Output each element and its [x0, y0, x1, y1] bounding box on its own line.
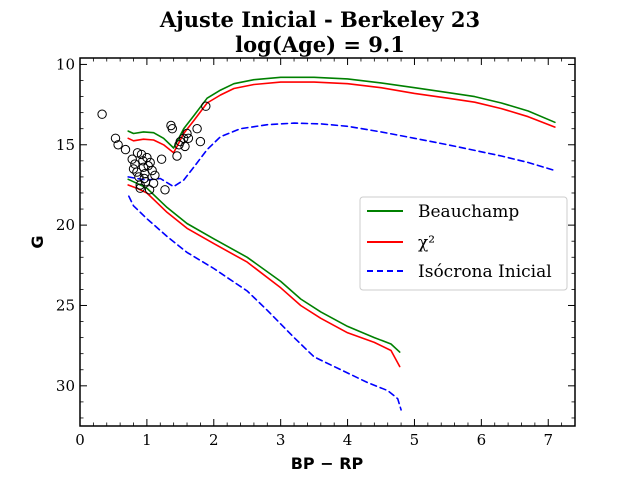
- legend: Beauchamp χ² Isócrona Inicial: [359, 196, 568, 291]
- star-point: [127, 154, 137, 164]
- x-tick-label: 3: [276, 431, 286, 449]
- star-point: [167, 124, 178, 134]
- y-tick-label: 20: [56, 216, 75, 234]
- x-tick-label: 1: [142, 431, 152, 449]
- x-tick-label: 4: [343, 431, 353, 449]
- y-tick-label: 10: [56, 55, 75, 73]
- plot-frame: [79, 57, 576, 427]
- star-point: [183, 133, 194, 144]
- y-tick-label: 25: [56, 296, 75, 314]
- plot-area: [97, 76, 556, 411]
- legend-label-beauchamp: Beauchamp: [418, 202, 519, 222]
- star-point: [136, 149, 147, 160]
- series-line-isocrona-inicial-upper: [127, 122, 556, 188]
- star-point: [132, 148, 143, 158]
- star-point: [160, 185, 170, 195]
- star-point: [192, 124, 202, 134]
- star-point: [135, 183, 145, 193]
- star-point: [175, 136, 186, 147]
- star-point: [120, 144, 131, 155]
- x-tick-label: 7: [543, 431, 553, 449]
- star-point: [113, 140, 123, 150]
- star-point: [130, 159, 140, 169]
- star-point: [139, 173, 149, 184]
- series-line-chi2-upper: [127, 81, 556, 154]
- series-line-beauchamp-upper: [127, 76, 556, 149]
- star-point: [97, 109, 107, 119]
- legend-label-chi2: χ²: [418, 233, 435, 253]
- y-tick-label: 15: [56, 136, 75, 154]
- chart-subtitle: log(Age) = 9.1: [235, 32, 405, 57]
- axis-ticks: 0 1 2 3 4 5 6 7 10 15 20 25 30: [56, 55, 576, 449]
- star-point: [128, 164, 139, 174]
- legend-label-isocrona: Isócrona Inicial: [418, 262, 552, 282]
- star-point: [147, 165, 157, 176]
- star-point: [138, 162, 149, 173]
- star-point: [150, 170, 160, 181]
- star-point: [180, 141, 190, 152]
- x-tick-label: 0: [75, 431, 85, 449]
- series-line-isocrona-inicial-lower: [128, 195, 402, 411]
- legend-box: [359, 196, 568, 291]
- x-tick-label: 6: [477, 431, 487, 449]
- chart-title: Ajuste Inicial - Berkeley 23: [159, 7, 480, 32]
- series-line-chi2-lower: [127, 184, 401, 368]
- star-point: [182, 128, 192, 139]
- x-axis-label: BP − RP: [291, 454, 364, 473]
- star-point: [148, 178, 159, 189]
- x-tick-label: 5: [410, 431, 420, 449]
- star-point: [195, 136, 206, 147]
- series-line-beauchamp-lower: [127, 178, 401, 353]
- y-tick-label: 30: [56, 377, 75, 395]
- x-tick-label: 2: [209, 431, 219, 449]
- star-point: [201, 101, 211, 111]
- y-axis-label: G: [28, 235, 47, 248]
- star-point: [172, 151, 182, 161]
- star-point: [110, 133, 121, 144]
- star-point: [156, 154, 167, 164]
